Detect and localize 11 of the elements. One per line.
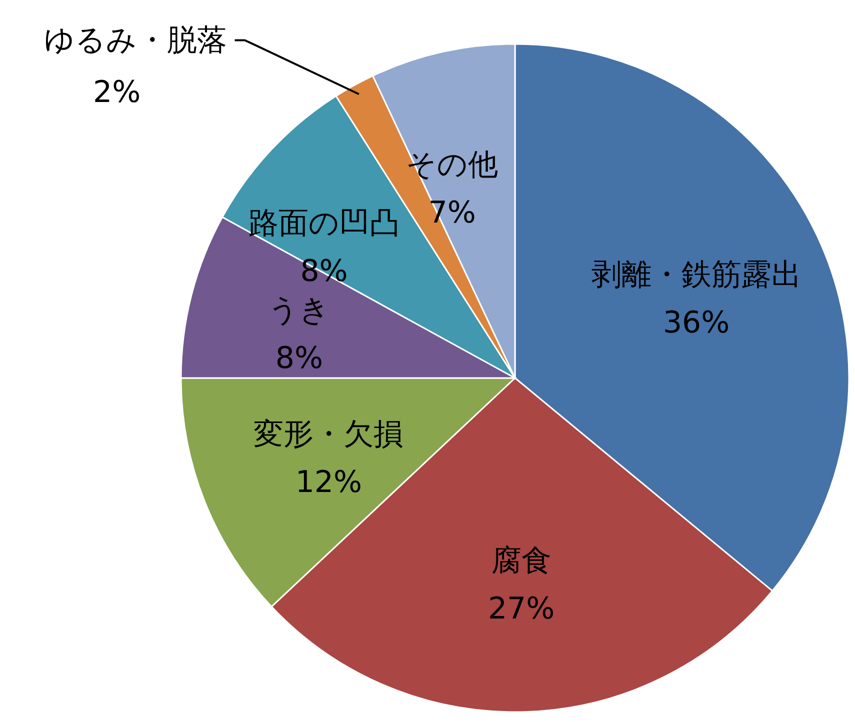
- data-label: 36%: [662, 306, 730, 341]
- data-label: 12%: [295, 464, 362, 500]
- data-label: 27%: [488, 591, 555, 626]
- slice-label: ゆるみ・脱落: [44, 23, 227, 58]
- data-label: 2%: [92, 75, 141, 110]
- slice-label: 剥離・鉄筋露出: [591, 258, 802, 293]
- slice-label: 腐食: [491, 543, 552, 578]
- data-label: 8%: [275, 341, 324, 376]
- slice-label: 路面の凹凸: [248, 206, 400, 241]
- slice-label: 変形・欠損: [254, 416, 404, 452]
- slice-label: うき: [268, 293, 330, 328]
